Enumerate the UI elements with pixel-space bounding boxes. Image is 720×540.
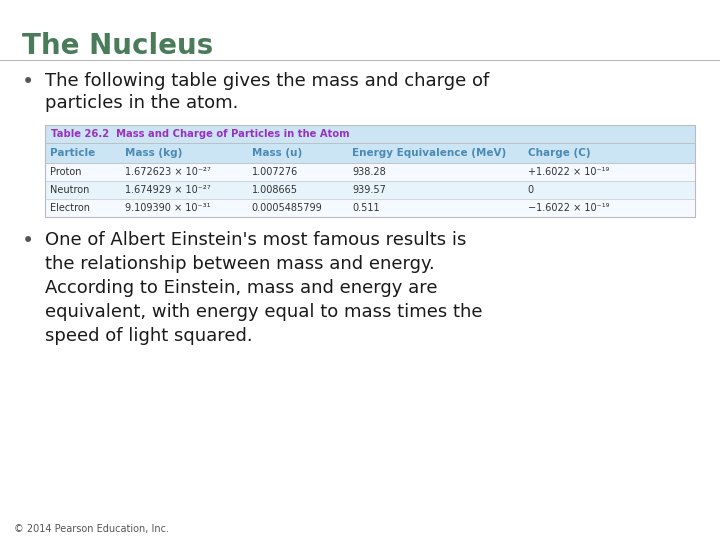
Bar bbox=[45, 181, 695, 199]
Text: 938.28: 938.28 bbox=[352, 167, 386, 177]
Text: •: • bbox=[22, 231, 35, 251]
Bar bbox=[45, 125, 695, 217]
Text: Neutron: Neutron bbox=[50, 185, 89, 195]
Text: 1.007276: 1.007276 bbox=[251, 167, 298, 177]
Text: The following table gives the mass and charge of: The following table gives the mass and c… bbox=[45, 72, 490, 90]
Text: particles in the atom.: particles in the atom. bbox=[45, 94, 238, 112]
Text: Energy Equivalence (MeV): Energy Equivalence (MeV) bbox=[352, 148, 506, 158]
Text: 1.672623 × 10⁻²⁷: 1.672623 × 10⁻²⁷ bbox=[125, 167, 210, 177]
Bar bbox=[45, 125, 695, 217]
Text: 1.674929 × 10⁻²⁷: 1.674929 × 10⁻²⁷ bbox=[125, 185, 210, 195]
Text: •: • bbox=[22, 72, 35, 92]
Text: © 2014 Pearson Education, Inc.: © 2014 Pearson Education, Inc. bbox=[14, 524, 169, 534]
Text: the relationship between mass and energy.: the relationship between mass and energy… bbox=[45, 255, 435, 273]
Text: One of Albert Einstein's most famous results is: One of Albert Einstein's most famous res… bbox=[45, 231, 467, 249]
Text: 0.511: 0.511 bbox=[352, 203, 380, 213]
Text: −1.6022 × 10⁻¹⁹: −1.6022 × 10⁻¹⁹ bbox=[528, 203, 609, 213]
Text: Charge (C): Charge (C) bbox=[528, 148, 590, 158]
Text: Mass (u): Mass (u) bbox=[251, 148, 302, 158]
Text: Mass (kg): Mass (kg) bbox=[125, 148, 182, 158]
Text: 9.109390 × 10⁻³¹: 9.109390 × 10⁻³¹ bbox=[125, 203, 210, 213]
Text: Particle: Particle bbox=[50, 148, 95, 158]
Text: Proton: Proton bbox=[50, 167, 81, 177]
Bar bbox=[45, 163, 695, 181]
Text: The Nucleus: The Nucleus bbox=[22, 32, 213, 60]
Text: According to Einstein, mass and energy are: According to Einstein, mass and energy a… bbox=[45, 279, 438, 297]
Text: 0.0005485799: 0.0005485799 bbox=[251, 203, 323, 213]
Text: Electron: Electron bbox=[50, 203, 90, 213]
Bar bbox=[45, 199, 695, 217]
Text: 1.008665: 1.008665 bbox=[251, 185, 297, 195]
Text: 0: 0 bbox=[528, 185, 534, 195]
Text: 939.57: 939.57 bbox=[352, 185, 386, 195]
Bar bbox=[45, 143, 695, 163]
Text: +1.6022 × 10⁻¹⁹: +1.6022 × 10⁻¹⁹ bbox=[528, 167, 609, 177]
Text: speed of light squared.: speed of light squared. bbox=[45, 327, 253, 345]
Text: equivalent, with energy equal to mass times the: equivalent, with energy equal to mass ti… bbox=[45, 303, 482, 321]
Text: Table 26.2  Mass and Charge of Particles in the Atom: Table 26.2 Mass and Charge of Particles … bbox=[51, 129, 350, 139]
